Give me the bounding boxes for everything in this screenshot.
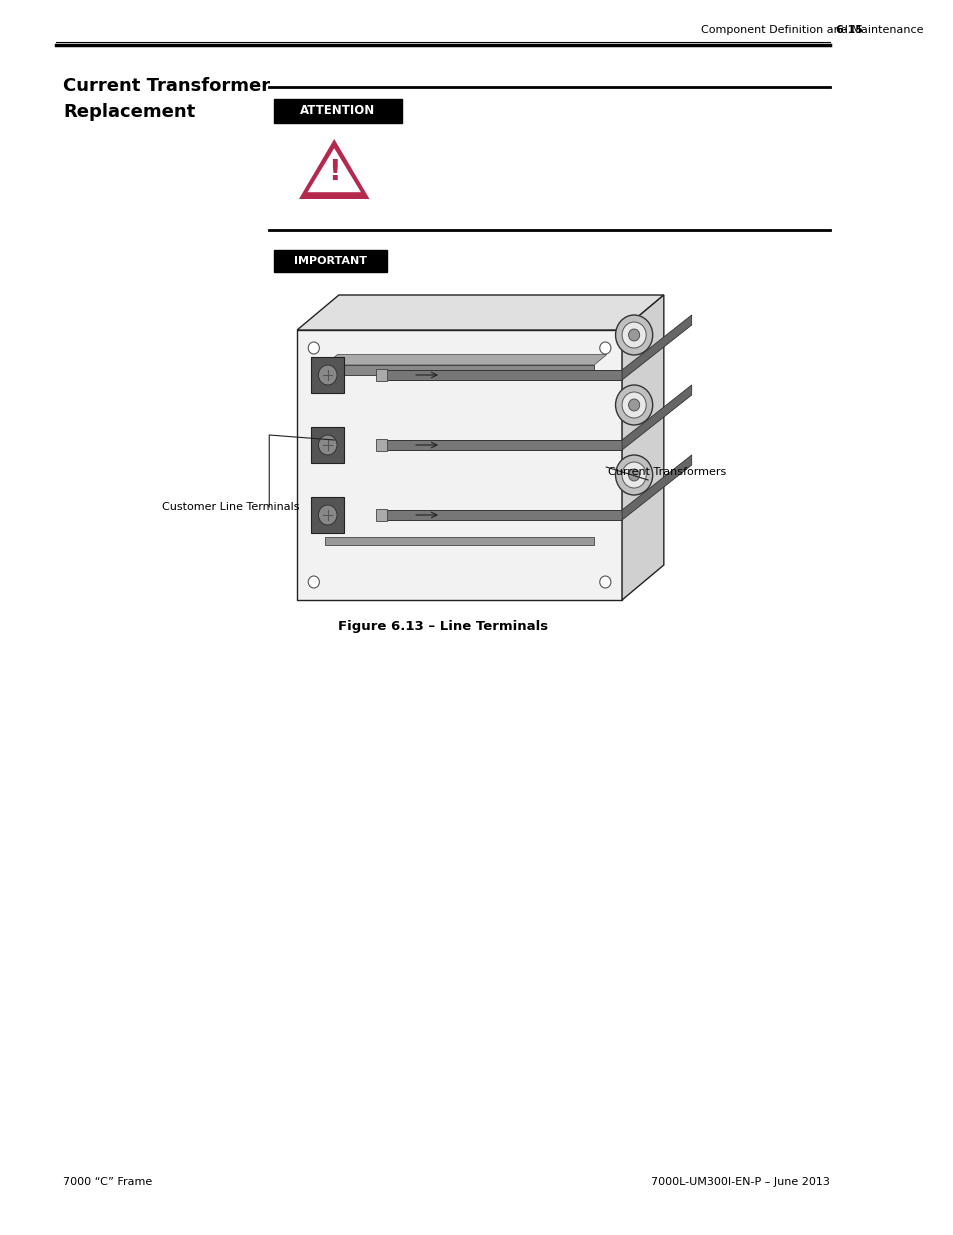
Text: 6-15: 6-15 <box>835 25 862 35</box>
Bar <box>375 438 387 451</box>
Polygon shape <box>298 140 369 199</box>
Circle shape <box>621 391 645 417</box>
Text: Replacement: Replacement <box>63 103 195 121</box>
Text: 7000 “C” Frame: 7000 “C” Frame <box>63 1177 152 1187</box>
Circle shape <box>615 454 652 495</box>
Circle shape <box>628 469 639 480</box>
Circle shape <box>628 399 639 411</box>
Polygon shape <box>621 315 691 380</box>
Text: IMPORTANT: IMPORTANT <box>294 256 367 266</box>
Bar <box>385 370 621 380</box>
Circle shape <box>628 329 639 341</box>
Bar <box>311 357 343 393</box>
Polygon shape <box>296 330 621 600</box>
FancyBboxPatch shape <box>274 249 387 272</box>
Circle shape <box>318 505 336 525</box>
Circle shape <box>615 385 652 425</box>
Circle shape <box>621 462 645 488</box>
Bar <box>375 509 387 521</box>
Text: Current Transformers: Current Transformers <box>607 467 725 477</box>
Polygon shape <box>621 454 691 520</box>
FancyBboxPatch shape <box>274 99 401 124</box>
Circle shape <box>615 315 652 354</box>
Polygon shape <box>296 295 663 330</box>
Text: Figure 6.13 – Line Terminals: Figure 6.13 – Line Terminals <box>337 620 547 634</box>
Bar <box>375 369 387 382</box>
Text: 7000L-UM300I-EN-P – June 2013: 7000L-UM300I-EN-P – June 2013 <box>651 1177 829 1187</box>
Polygon shape <box>325 354 606 366</box>
Circle shape <box>308 576 319 588</box>
Text: Component Definition and Maintenance: Component Definition and Maintenance <box>700 25 923 35</box>
Bar <box>325 537 594 545</box>
Text: ATTENTION: ATTENTION <box>300 105 375 117</box>
Bar <box>311 427 343 463</box>
Circle shape <box>599 576 610 588</box>
Bar <box>325 366 594 375</box>
Circle shape <box>318 435 336 454</box>
Text: !: ! <box>328 158 340 186</box>
Circle shape <box>599 342 610 354</box>
Text: Customer Line Terminals: Customer Line Terminals <box>162 501 299 513</box>
Circle shape <box>308 342 319 354</box>
Polygon shape <box>621 295 663 600</box>
Polygon shape <box>307 148 360 193</box>
Bar <box>311 496 343 534</box>
Bar <box>385 510 621 520</box>
Polygon shape <box>621 385 691 450</box>
Text: Current Transformer: Current Transformer <box>63 77 270 95</box>
Bar <box>385 440 621 450</box>
Circle shape <box>621 322 645 348</box>
Circle shape <box>318 366 336 385</box>
